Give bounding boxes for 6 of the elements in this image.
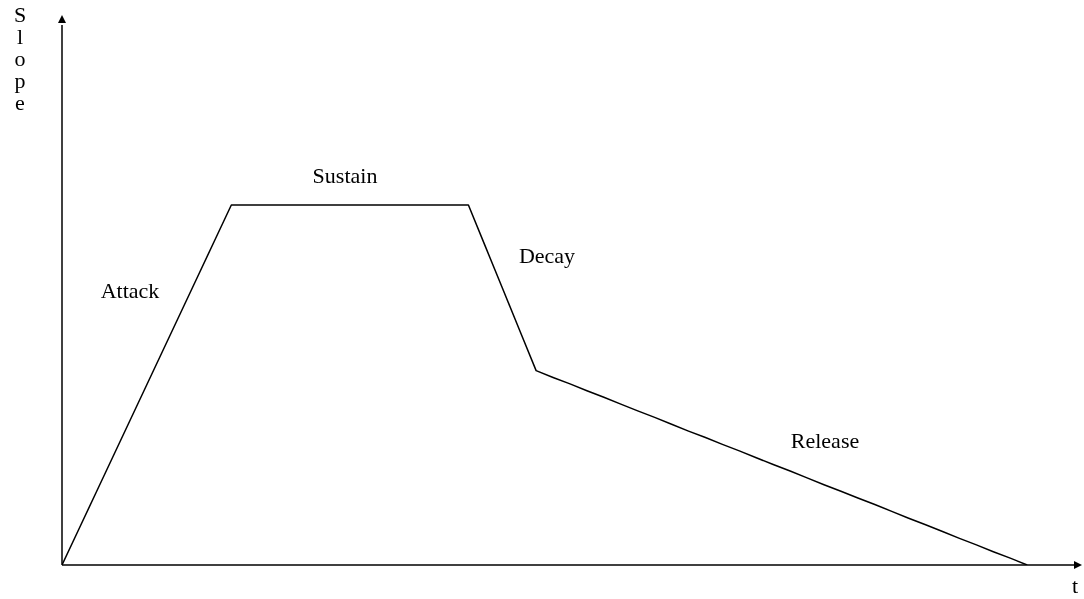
annotation: Release (790, 427, 860, 453)
annotation: Attack (100, 277, 160, 303)
x-axis-title: t (1071, 572, 1079, 598)
text: Sustain (312, 162, 378, 188)
y-axis-title: Slope (13, 2, 27, 115)
annotation: Decay (518, 242, 576, 268)
